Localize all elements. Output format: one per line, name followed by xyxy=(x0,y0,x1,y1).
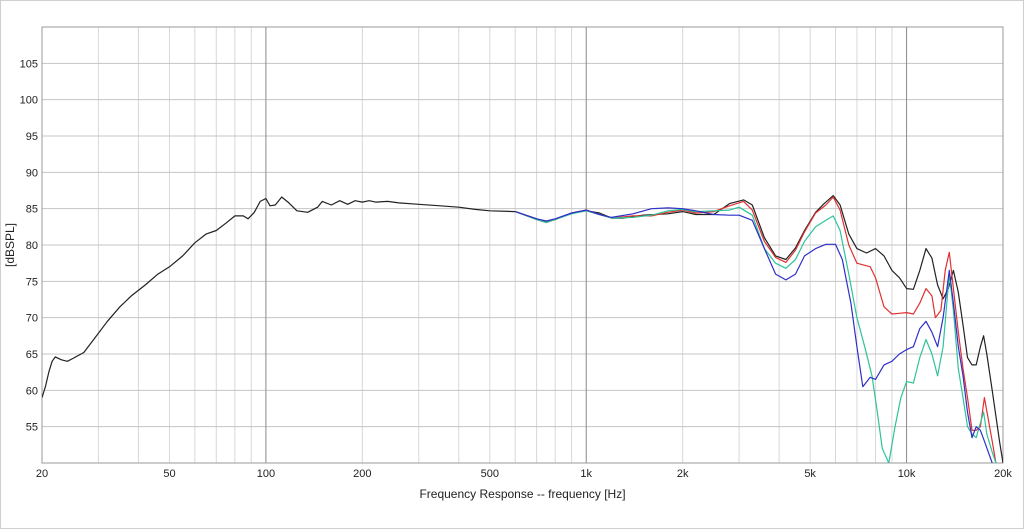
y-tick-label: 55 xyxy=(26,422,38,434)
grid-major xyxy=(265,27,908,463)
plot-area-border xyxy=(41,26,1004,464)
y-axis-ticks: 55 60 65 70 75 80 85 90 95 100 105 xyxy=(20,58,38,433)
x-tick-label: 100 xyxy=(257,468,275,480)
series-line-3 xyxy=(514,206,997,463)
series-line-2 xyxy=(514,196,997,463)
x-tick-label: 2k xyxy=(677,468,689,480)
y-tick-label: 70 xyxy=(26,313,38,325)
y-tick-label: 80 xyxy=(26,240,38,252)
y-tick-label: 95 xyxy=(26,131,38,143)
y-tick-label: 90 xyxy=(26,167,38,179)
x-axis-label: Frequency Response -- frequency [Hz] xyxy=(419,487,625,501)
grid-minor xyxy=(41,26,1004,464)
x-axis-ticks: 20 50 100 200 500 1k 2k 5k 10k 20k xyxy=(36,468,1012,480)
y-tick-label: 65 xyxy=(26,349,38,361)
y-tick-label: 100 xyxy=(20,95,38,107)
x-tick-label: 20 xyxy=(36,468,48,480)
series-line-1 xyxy=(42,195,1003,463)
series-layer xyxy=(42,195,1003,463)
y-axis-label: [dBSPL] xyxy=(3,223,17,267)
x-tick-label: 200 xyxy=(353,468,371,480)
y-tick-label: 60 xyxy=(26,385,38,397)
y-tick-label: 85 xyxy=(26,204,38,216)
x-tick-label: 10k xyxy=(898,468,916,480)
series-line-4 xyxy=(515,207,993,463)
y-tick-label: 105 xyxy=(20,58,38,70)
x-tick-label: 50 xyxy=(163,468,175,480)
x-tick-label: 5k xyxy=(804,468,816,480)
x-tick-label: 20k xyxy=(994,468,1012,480)
x-tick-label: 500 xyxy=(481,468,499,480)
x-tick-label: 1k xyxy=(580,468,592,480)
y-tick-label: 75 xyxy=(26,276,38,288)
